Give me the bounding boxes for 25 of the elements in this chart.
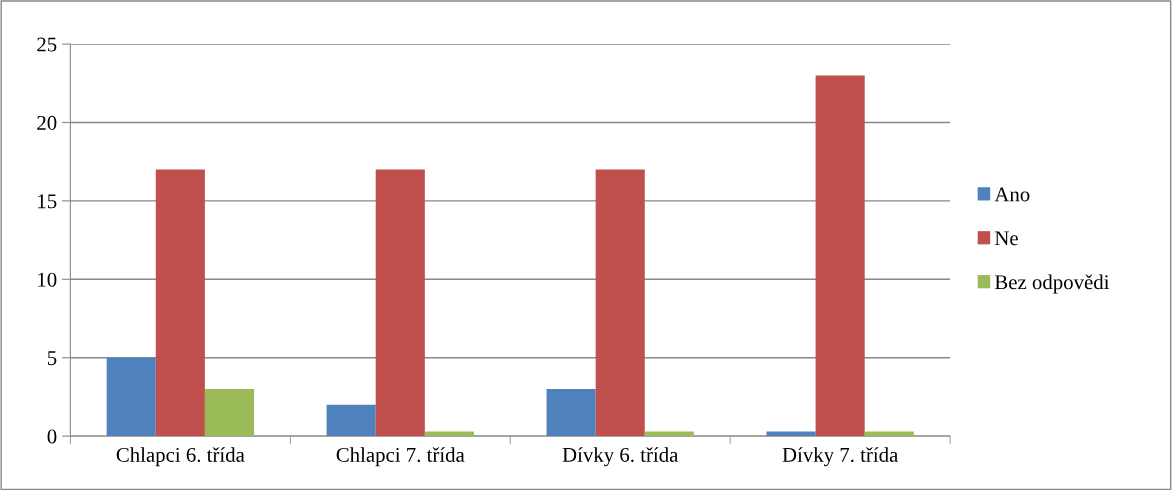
y-tick-label: 20 bbox=[37, 115, 57, 130]
x-tick-label: Chlapci 6. třída bbox=[116, 447, 245, 467]
x-tick-label: Chlapci 7. třída bbox=[336, 447, 465, 467]
y-tick-label: 5 bbox=[47, 351, 57, 366]
bar bbox=[155, 169, 205, 437]
bar bbox=[864, 431, 914, 437]
bar bbox=[595, 169, 645, 437]
legend-label: Bez odpovědi bbox=[994, 274, 1110, 294]
y-tick-label: 25 bbox=[37, 37, 57, 52]
bar bbox=[815, 75, 865, 437]
y-tick-label: 15 bbox=[38, 194, 57, 209]
bar bbox=[375, 169, 425, 437]
legend-label: Ne bbox=[994, 231, 1018, 246]
bar bbox=[644, 431, 694, 437]
bar bbox=[546, 389, 596, 437]
y-tick-label: 0 bbox=[47, 429, 57, 444]
bar bbox=[326, 404, 376, 437]
x-tick-label: Dívky 6. třída bbox=[562, 447, 679, 467]
bar bbox=[204, 389, 255, 437]
bar bbox=[424, 431, 474, 437]
legend-label: Ano bbox=[994, 187, 1030, 202]
bar bbox=[106, 357, 156, 437]
bar bbox=[766, 431, 816, 437]
x-tick-label: Dívky 7. třída bbox=[782, 447, 899, 467]
y-tick-label: 10 bbox=[38, 272, 57, 287]
